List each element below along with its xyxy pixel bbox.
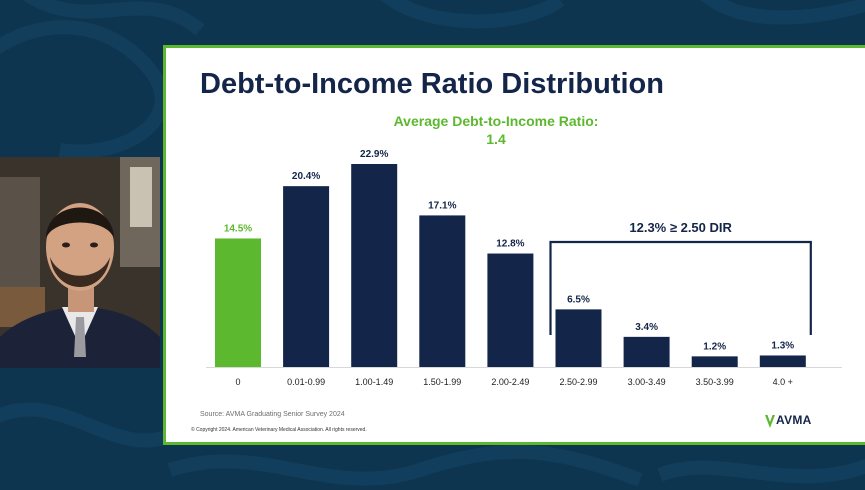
annotation-bracket bbox=[549, 240, 812, 335]
average-label: Average Debt-to-Income Ratio: bbox=[393, 113, 599, 129]
tick-label-4: 2.00-2.49 bbox=[491, 377, 529, 387]
tick-label-1: 0.01-0.99 bbox=[287, 377, 325, 387]
bar-8 bbox=[759, 355, 806, 367]
bar-1 bbox=[283, 186, 330, 367]
bar-4 bbox=[487, 253, 534, 367]
tick-label-6: 3.00-3.49 bbox=[628, 377, 666, 387]
value-label-3: 17.1% bbox=[428, 200, 456, 211]
tick-label-3: 1.50-1.99 bbox=[423, 377, 461, 387]
bar-3 bbox=[419, 215, 466, 367]
average-value: 1.4 bbox=[486, 131, 506, 147]
tick-label-5: 2.50-2.99 bbox=[559, 377, 597, 387]
value-label-1: 20.4% bbox=[292, 171, 320, 182]
value-label-2: 22.9% bbox=[360, 149, 388, 160]
logo-mark-icon bbox=[765, 415, 775, 428]
bar-5 bbox=[555, 309, 602, 367]
value-label-4: 12.8% bbox=[496, 239, 524, 250]
source-note: Source: AVMA Graduating Senior Survey 20… bbox=[200, 411, 345, 418]
average-callout: Average Debt-to-Income Ratio: 1.4 bbox=[361, 112, 631, 148]
value-label-7: 1.2% bbox=[703, 341, 726, 352]
avma-logo: AVMA bbox=[764, 412, 824, 434]
tick-label-2: 1.00-1.49 bbox=[355, 377, 393, 387]
tick-label-0: 0 bbox=[235, 377, 240, 387]
annotation-label: 12.3% ≥ 2.50 DIR bbox=[629, 220, 732, 235]
logo-text: AVMA bbox=[776, 413, 812, 427]
value-label-8: 1.3% bbox=[771, 340, 794, 351]
value-label-5: 6.5% bbox=[567, 294, 590, 305]
presenter-figure bbox=[0, 157, 160, 368]
bar-6 bbox=[623, 336, 670, 367]
tick-label-8: 4.0 + bbox=[773, 377, 793, 387]
value-label-0: 14.5% bbox=[224, 223, 252, 234]
slide-title: Debt-to-Income Ratio Distribution bbox=[200, 68, 664, 100]
bar-chart: 14.5% 0 20.4% 0.01-0.99 22.9% 1.00-1.49 17.1% 1… bbox=[206, 149, 842, 387]
presenter-video bbox=[0, 157, 160, 368]
bar-0 bbox=[215, 238, 261, 367]
copyright-note: © Copyright 2024. American Veterinary Me… bbox=[191, 427, 367, 433]
tick-label-7: 3.50-3.99 bbox=[696, 377, 734, 387]
value-label-6: 3.4% bbox=[635, 322, 658, 333]
presentation-slide: 14.5% 0 20.4% 0.01-0.99 22.9% 1.00-1.49 17.1% 1… bbox=[163, 45, 865, 445]
bar-2 bbox=[351, 164, 398, 367]
bar-7 bbox=[691, 356, 738, 367]
